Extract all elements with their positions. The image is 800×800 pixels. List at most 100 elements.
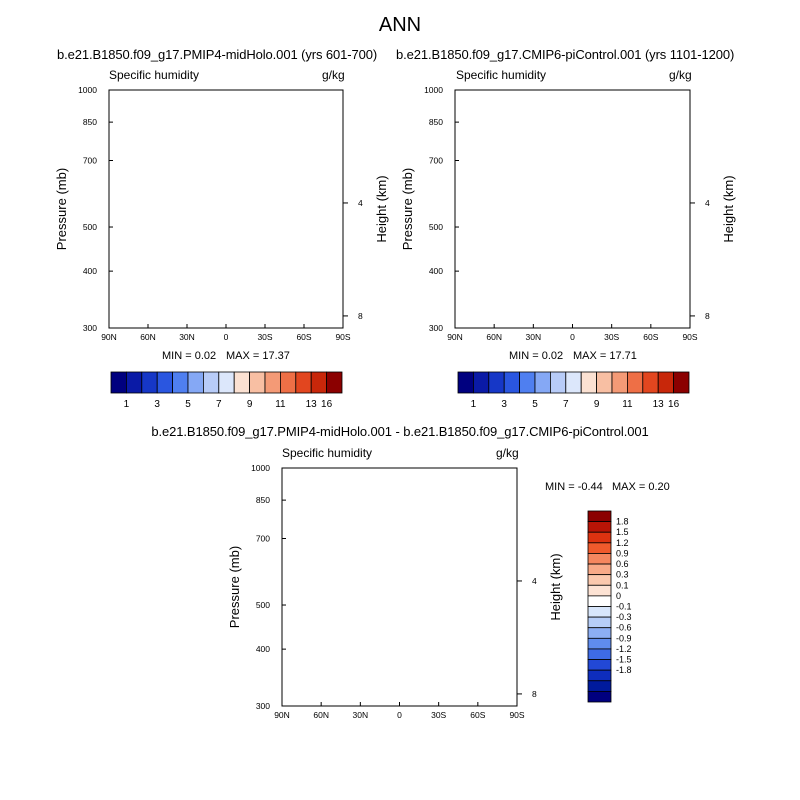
diff-colorbar-swatch — [587, 563, 612, 576]
test-colorbar-swatch — [202, 371, 220, 394]
control-x-tick-label: 30N — [526, 332, 542, 342]
diff-x-tick-label: 0 — [397, 710, 402, 720]
test-colorbar-label: 16 — [321, 399, 333, 410]
diff-x-tick-label: 90N — [274, 710, 290, 720]
diff-x-tick-label: 90S — [509, 710, 524, 720]
control-y-axis-label: Pressure (mb) — [400, 168, 415, 250]
diff-plot-frame — [281, 467, 518, 707]
test-variable-label: Specific humidity — [109, 68, 199, 82]
control-y-tick-label: 300 — [429, 323, 443, 333]
test-y-tick-label: 1000 — [78, 85, 97, 95]
diff-colorbar-label: 0.1 — [616, 580, 629, 590]
test-colorbar-swatch — [187, 371, 204, 394]
diff-colorbar-swatch — [587, 690, 612, 703]
control-colorbar-label: 3 — [501, 399, 507, 410]
control-colorbar — [457, 371, 690, 394]
test-colorbar-swatch — [326, 371, 343, 394]
diff-variable-label: Specific humidity — [282, 446, 372, 460]
diff-y-axis-label: Pressure (mb) — [227, 546, 242, 628]
control-y-tick-label: 400 — [429, 266, 443, 276]
test-x-tick-label: 60N — [140, 332, 156, 342]
diff-colorbar-swatch — [587, 553, 612, 565]
diff-colorbar-swatch — [587, 595, 612, 607]
control-colorbar-swatch — [519, 371, 536, 394]
test-colorbar-swatch — [126, 371, 143, 394]
diff-colorbar-swatch — [587, 521, 612, 533]
control-colorbar-swatch — [642, 371, 659, 394]
control-x-tick-label: 60S — [643, 332, 658, 342]
diff-colorbar-label: 0.6 — [616, 559, 629, 569]
control-colorbar-swatch — [611, 371, 628, 394]
diff-colorbar-label: -0.1 — [616, 602, 632, 612]
diff-colorbar-label: 0.3 — [616, 570, 629, 580]
control-right-tick-label: 4 — [705, 198, 710, 208]
control-y-tick-label: 500 — [429, 222, 443, 232]
diff-colorbar-swatch — [587, 680, 612, 692]
diff-colorbar-swatch — [587, 531, 612, 544]
test-x-tick-label: 60S — [296, 332, 311, 342]
test-colorbar-label: 5 — [185, 399, 191, 410]
control-max-text: MAX = 17.71 — [573, 350, 637, 362]
diff-colorbar-label: 1.5 — [616, 527, 629, 537]
test-colorbar-swatch — [310, 371, 328, 394]
test-x-tick-label: 0 — [224, 332, 229, 342]
control-x-tick-label: 90N — [447, 332, 463, 342]
control-x-tick-label: 60N — [486, 332, 502, 342]
control-colorbar-swatch — [657, 371, 675, 394]
control-colorbar-label: 1 — [471, 399, 477, 410]
test-colorbar-swatch — [295, 371, 312, 394]
diff-colorbar-swatch — [587, 510, 612, 523]
test-x-tick-label: 90S — [335, 332, 350, 342]
diff-y-tick-label: 1000 — [251, 463, 270, 473]
control-x-tick-label: 0 — [570, 332, 575, 342]
control-y-tick-label: 1000 — [424, 85, 443, 95]
test-colorbar-label: 1 — [124, 399, 130, 410]
test-y-tick-label: 300 — [83, 323, 97, 333]
control-colorbar-swatch — [627, 371, 644, 394]
diff-x-tick-label: 30S — [431, 710, 446, 720]
test-y-tick-label: 500 — [83, 222, 97, 232]
diff-y-tick-label: 850 — [256, 495, 270, 505]
test-colorbar-label: 13 — [306, 399, 318, 410]
test-colorbar-label: 9 — [247, 399, 253, 410]
diff-y-tick-label: 500 — [256, 600, 270, 610]
diff-colorbar-label: 1.2 — [616, 538, 629, 548]
test-y-tick-label: 700 — [83, 156, 97, 166]
test-y-axis-label: Pressure (mb) — [54, 168, 69, 250]
diff-x-tick-label: 60S — [470, 710, 485, 720]
figure-title: ANN — [0, 14, 800, 37]
diff-y-tick-label: 300 — [256, 701, 270, 711]
diff-panel-title: b.e21.B1850.f09_g17.PMIP4-midHolo.001 - … — [0, 424, 800, 439]
diff-colorbar-label: -0.3 — [616, 612, 632, 622]
diff-colorbar-label: 0 — [616, 591, 621, 601]
diff-y-tick-label: 700 — [256, 534, 270, 544]
control-right-axis-label: Height (km) — [721, 175, 736, 242]
test-right-axis-label: Height (km) — [374, 175, 389, 242]
control-colorbar-label: 9 — [594, 399, 600, 410]
test-colorbar-swatch — [172, 371, 189, 394]
diff-min-text: MIN = -0.44 — [545, 481, 603, 493]
control-right-tick-label: 8 — [705, 311, 710, 321]
control-colorbar-swatch — [673, 371, 690, 394]
diff-y-tick-label: 400 — [256, 644, 270, 654]
control-colorbar-swatch — [472, 371, 490, 394]
control-colorbar-swatch — [534, 371, 551, 394]
diff-colorbar-swatch — [587, 616, 612, 629]
test-colorbar-swatch — [233, 371, 250, 394]
diff-max-text: MAX = 0.20 — [612, 481, 670, 493]
control-panel-title: b.e21.B1850.f09_g17.CMIP6-piControl.001 … — [396, 47, 734, 62]
control-variable-label: Specific humidity — [456, 68, 546, 82]
control-colorbar-swatch — [503, 371, 521, 394]
test-colorbar-swatch — [141, 371, 158, 394]
test-x-tick-label: 30S — [257, 332, 272, 342]
diff-colorbar-label: -1.5 — [616, 655, 632, 665]
control-colorbar-label: 13 — [653, 399, 665, 410]
diff-colorbar-swatch — [587, 669, 612, 682]
diff-colorbar-swatch — [587, 584, 612, 597]
diff-units-label: g/kg — [496, 446, 519, 460]
test-colorbar-label: 7 — [216, 399, 222, 410]
control-colorbar-swatch — [565, 371, 582, 394]
diff-colorbar-swatch — [587, 606, 612, 618]
diff-colorbar-swatch — [587, 542, 612, 554]
test-panel-title: b.e21.B1850.f09_g17.PMIP4-midHolo.001 (y… — [57, 47, 377, 62]
